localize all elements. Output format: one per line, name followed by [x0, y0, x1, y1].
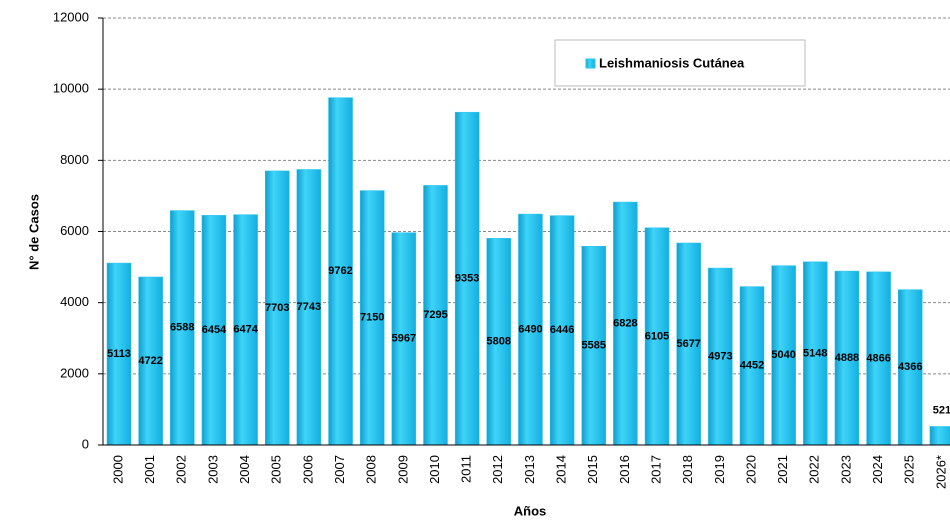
bar	[803, 261, 828, 446]
bar	[423, 185, 448, 446]
value-label: 4973	[708, 350, 732, 362]
bar	[898, 289, 923, 446]
value-label: 7743	[297, 301, 321, 313]
value-label: 6828	[613, 317, 637, 329]
x-tick-label: 2026*	[933, 455, 948, 489]
value-label: 5585	[582, 340, 606, 352]
x-tick-label: 2025	[902, 455, 917, 484]
x-tick-label: 2007	[332, 455, 347, 484]
bar	[486, 238, 512, 446]
x-tick-label: 2006	[300, 455, 315, 484]
bar	[106, 262, 132, 446]
x-tick-label: 2013	[522, 455, 537, 484]
y-tick-label: 10000	[53, 81, 89, 96]
bar	[391, 232, 417, 446]
x-tick-label: 2009	[395, 455, 410, 484]
value-label: 6474	[233, 324, 258, 336]
bar	[771, 265, 796, 446]
value-label: 6490	[518, 323, 542, 335]
x-tick-label: 2011	[459, 455, 474, 483]
y-tick-label: 0	[82, 436, 89, 451]
value-label: 5113	[107, 348, 131, 360]
value-label: 5148	[803, 347, 827, 359]
x-tick-label: 2001	[142, 455, 157, 484]
value-label: 5808	[487, 336, 511, 348]
value-label: 4866	[866, 352, 890, 364]
value-label: 9353	[455, 273, 479, 285]
x-tick-label: 2023	[838, 455, 853, 484]
value-label: 6446	[550, 324, 574, 336]
bar	[581, 246, 606, 446]
x-tick-label: 2018	[680, 455, 695, 484]
bar	[359, 190, 385, 446]
x-tick-label: 2022	[807, 455, 822, 484]
x-tick-label: 2012	[490, 455, 505, 484]
value-label: 7150	[360, 312, 384, 324]
value-label: 5040	[771, 349, 795, 361]
legend-box	[554, 39, 806, 87]
bar	[296, 169, 322, 446]
bar	[613, 201, 638, 446]
bar	[328, 97, 353, 446]
bar	[644, 227, 670, 446]
x-tick-label: 2010	[427, 455, 442, 484]
bar	[929, 426, 950, 446]
value-label: 4452	[740, 360, 764, 372]
bar	[834, 270, 860, 446]
y-tick-label: 4000	[60, 294, 89, 309]
value-label: 7295	[423, 309, 447, 321]
bar	[454, 111, 480, 446]
x-tick-label: 2003	[205, 455, 220, 484]
x-tick-label: 2014	[554, 455, 569, 484]
y-axis-label: N° de Casos	[26, 194, 41, 270]
legend-label: Leishmaniosis Cutánea	[599, 55, 745, 70]
x-tick-label: 2024	[870, 455, 885, 484]
x-tick-label: 2000	[110, 455, 125, 484]
y-tick-label: 2000	[60, 365, 89, 380]
value-label: 6454	[202, 324, 227, 336]
y-tick-label: 8000	[60, 152, 89, 167]
value-label: 6105	[645, 330, 669, 342]
value-label: 4366	[898, 361, 922, 373]
x-tick-label: 2019	[712, 455, 727, 484]
x-tick-label: 2020	[743, 455, 758, 484]
value-label: 5967	[392, 333, 416, 345]
bar	[708, 267, 733, 446]
value-label: 5677	[676, 338, 700, 350]
value-label: 521	[933, 404, 950, 416]
bar	[676, 242, 701, 446]
x-tick-label: 2002	[174, 455, 189, 484]
value-label: 4722	[138, 355, 162, 367]
bar	[866, 271, 891, 446]
y-tick-label: 6000	[60, 223, 89, 238]
value-label: 7703	[265, 302, 289, 314]
bar	[739, 286, 765, 446]
bars	[106, 97, 950, 446]
bar	[518, 213, 543, 446]
x-tick-label: 2017	[648, 455, 663, 484]
x-tick-label: 2021	[775, 455, 790, 484]
y-tick-label: 12000	[53, 9, 89, 24]
x-axis-label: Años	[514, 503, 547, 518]
x-tick-label: 2015	[585, 455, 600, 484]
bar	[138, 276, 163, 446]
value-label: 9762	[328, 265, 352, 277]
value-label: 6588	[170, 322, 194, 334]
legend-swatch	[585, 58, 596, 69]
value-label: 4888	[835, 352, 859, 364]
x-tick-label: 2004	[237, 455, 252, 484]
bar	[549, 215, 575, 446]
x-tick-label: 2016	[617, 455, 632, 484]
x-tick-label: 2008	[364, 455, 379, 484]
x-tick-label: 2005	[269, 455, 284, 484]
